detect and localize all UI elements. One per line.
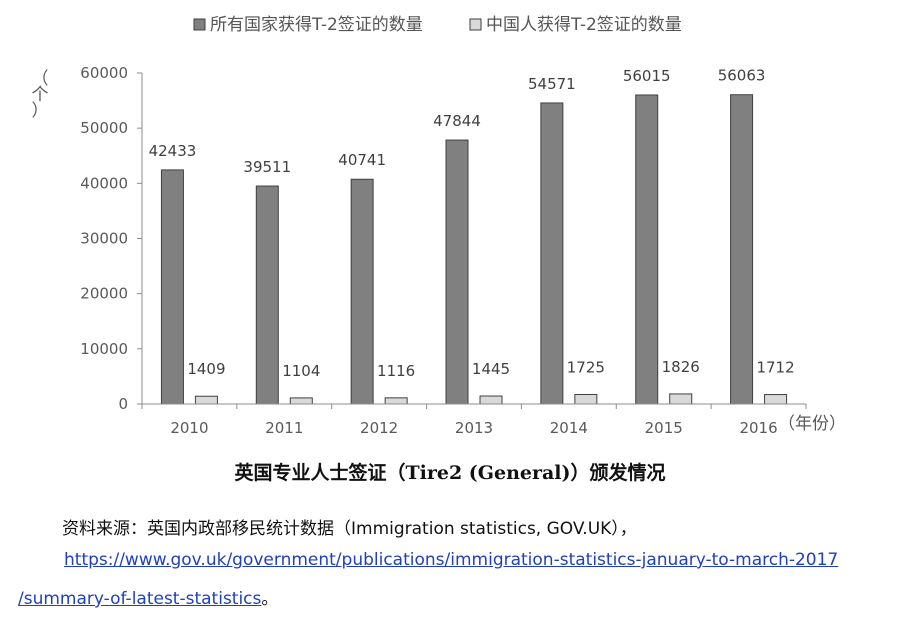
- legend-label-1: 所有国家获得T-2签证的数量: [210, 15, 423, 35]
- bars: 42433 1409 39511 1104 40741 1116 47844 1445 5457…: [149, 67, 795, 405]
- bar-s2-2014: [574, 393, 598, 405]
- bar-s1-2013: [445, 139, 469, 405]
- data-label-s2-2014: 1725: [567, 358, 605, 376]
- legend-swatch-1: [193, 18, 206, 31]
- bar-s2-2013: [479, 395, 503, 405]
- chart-caption: 英国专业人士签证（Tire2 (General)）颁发情况: [234, 462, 666, 484]
- data-label-s1-2010: 42433: [149, 142, 197, 160]
- data-label-s1-2013: 47844: [433, 112, 481, 130]
- source-link-line1[interactable]: https://www.gov.uk/government/publicatio…: [64, 550, 839, 570]
- y-tick-label: 30000: [80, 230, 128, 248]
- y-axis: 0 10000 20000 30000 40000 50000 60000 （个）: [32, 64, 143, 413]
- data-label-s2-2010: 1409: [187, 360, 225, 378]
- source-link-line2-row: /summary-of-latest-statistics。: [18, 584, 278, 609]
- y-tick-label: 20000: [80, 285, 128, 303]
- bar-s2-2012: [384, 397, 408, 405]
- bar-s1-2012: [350, 178, 374, 405]
- data-label-s2-2016: 1712: [756, 359, 794, 377]
- bar-s2-2015: [669, 393, 693, 405]
- bar-s1-2015: [635, 94, 659, 405]
- bar-s2-2011: [289, 397, 313, 405]
- x-tick-label: 2011: [265, 419, 303, 437]
- y-tick-label: 0: [118, 395, 128, 413]
- legend: 所有国家获得T-2签证的数量 中国人获得T-2签证的数量: [193, 15, 682, 35]
- legend-swatch-2: [469, 18, 482, 31]
- bar-s2-2016: [764, 394, 788, 405]
- bar-s1-2010: [160, 169, 184, 405]
- y-tick-label: 40000: [80, 174, 128, 192]
- source-end-mark: 。: [261, 589, 279, 609]
- x-tick-label: 2010: [170, 419, 208, 437]
- data-label-s2-2015: 1826: [662, 358, 700, 376]
- bar-chart: 所有国家获得T-2签证的数量 中国人获得T-2签证的数量 0 10000 20000 3…: [32, 15, 847, 437]
- y-tick-label: 60000: [80, 64, 128, 82]
- bar-s2-2010: [194, 395, 218, 405]
- y-tick-label: 50000: [80, 119, 128, 137]
- x-tick-label: 2012: [360, 419, 398, 437]
- data-label-s1-2016: 56063: [718, 67, 766, 85]
- source-link-line2[interactable]: /summary-of-latest-statistics: [18, 589, 262, 609]
- x-tick-label: 2016: [739, 419, 777, 437]
- y-axis-label: （个）: [32, 69, 49, 121]
- data-label-s2-2012: 1116: [377, 362, 415, 380]
- x-tick-label: 2014: [550, 419, 588, 437]
- y-tick-label: 10000: [80, 340, 128, 358]
- data-label-s1-2011: 39511: [243, 158, 291, 176]
- source-text: 资料来源：英国内政部移民统计数据（Immigration statistics,…: [62, 519, 637, 539]
- bar-s1-2011: [255, 185, 279, 405]
- bar-s1-2014: [540, 102, 564, 405]
- data-label-s2-2011: 1104: [282, 362, 320, 380]
- data-label-s2-2013: 1445: [472, 360, 510, 378]
- bar-s1-2016: [730, 94, 754, 405]
- x-tick-label: 2013: [455, 419, 493, 437]
- data-label-s1-2015: 56015: [623, 67, 671, 85]
- legend-label-2: 中国人获得T-2签证的数量: [486, 15, 682, 35]
- x-axis: 2010 2011 2012 2013 2014 2015 2016 （年份）: [141, 403, 846, 437]
- data-label-s1-2012: 40741: [338, 151, 386, 169]
- x-tick-label: 2015: [645, 419, 683, 437]
- data-label-s1-2014: 54571: [528, 75, 576, 93]
- x-axis-label: （年份）: [778, 414, 846, 434]
